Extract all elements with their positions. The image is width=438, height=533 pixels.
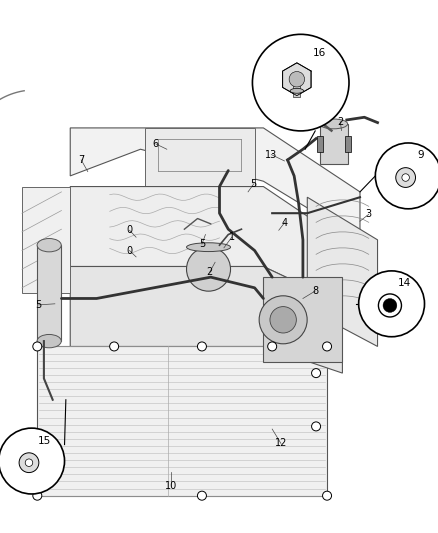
- Circle shape: [311, 369, 320, 377]
- Text: 10: 10: [165, 481, 177, 491]
- Circle shape: [197, 491, 206, 500]
- Text: 12: 12: [274, 439, 286, 448]
- Polygon shape: [307, 197, 377, 346]
- Circle shape: [322, 342, 331, 351]
- Text: 13: 13: [265, 150, 277, 159]
- Circle shape: [33, 491, 42, 500]
- Circle shape: [382, 298, 396, 312]
- Bar: [263, 277, 342, 362]
- Polygon shape: [70, 187, 342, 304]
- Text: 3: 3: [365, 209, 371, 219]
- Text: 0: 0: [126, 225, 132, 235]
- Circle shape: [0, 428, 64, 494]
- Text: 14: 14: [396, 278, 410, 288]
- Ellipse shape: [186, 243, 230, 252]
- Bar: [319, 124, 347, 164]
- Circle shape: [401, 174, 409, 181]
- Ellipse shape: [319, 119, 347, 129]
- Circle shape: [252, 34, 348, 131]
- Text: 16: 16: [312, 47, 325, 58]
- Circle shape: [311, 422, 320, 431]
- Bar: [37, 245, 61, 341]
- Text: 8: 8: [311, 286, 318, 296]
- Circle shape: [269, 306, 296, 333]
- Text: 9: 9: [417, 150, 423, 160]
- Circle shape: [186, 247, 230, 291]
- Circle shape: [197, 342, 206, 351]
- Circle shape: [374, 143, 438, 209]
- Text: 15: 15: [37, 435, 51, 446]
- Text: 1: 1: [228, 232, 234, 242]
- Text: 2: 2: [206, 267, 212, 277]
- Ellipse shape: [37, 335, 61, 348]
- Circle shape: [258, 296, 307, 344]
- Ellipse shape: [290, 88, 303, 93]
- Circle shape: [322, 491, 331, 500]
- Bar: [37, 346, 326, 496]
- Text: 5: 5: [198, 239, 205, 249]
- Bar: [316, 136, 322, 152]
- Circle shape: [19, 453, 39, 473]
- Circle shape: [267, 342, 276, 351]
- Circle shape: [110, 342, 118, 351]
- Polygon shape: [282, 63, 311, 95]
- Text: 6: 6: [152, 139, 159, 149]
- Polygon shape: [22, 187, 70, 293]
- Circle shape: [25, 459, 33, 466]
- Text: 5: 5: [35, 300, 42, 310]
- Text: 7: 7: [78, 155, 84, 165]
- Circle shape: [33, 342, 42, 351]
- Bar: [293, 80, 300, 97]
- Text: 0: 0: [126, 246, 132, 255]
- Polygon shape: [145, 128, 254, 187]
- Polygon shape: [70, 266, 342, 373]
- Bar: [344, 136, 350, 152]
- Ellipse shape: [37, 239, 61, 252]
- Text: 4: 4: [281, 218, 287, 228]
- Circle shape: [378, 294, 400, 317]
- Circle shape: [358, 271, 424, 337]
- Text: 5: 5: [250, 179, 256, 189]
- Circle shape: [395, 168, 414, 188]
- Text: 2: 2: [336, 117, 343, 126]
- Polygon shape: [70, 128, 359, 240]
- Circle shape: [289, 71, 304, 87]
